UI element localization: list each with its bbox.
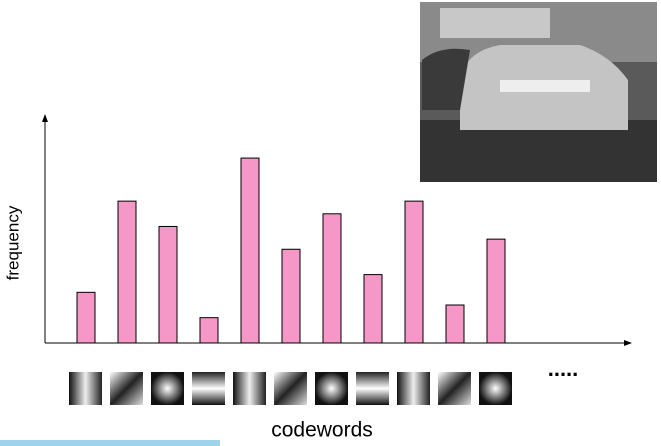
bar <box>486 238 506 344</box>
bar <box>240 157 260 344</box>
bar <box>117 200 137 344</box>
y-axis-label: frequency <box>3 205 22 280</box>
codeword-patch <box>110 372 143 405</box>
codeword-patch <box>479 372 512 405</box>
bottom-strip <box>0 440 220 446</box>
bar <box>76 291 96 344</box>
bar <box>158 225 178 344</box>
ellipsis: ..... <box>548 356 579 381</box>
bar <box>199 317 219 344</box>
codeword-patch <box>356 372 389 405</box>
x-axis-label: codewords <box>271 419 373 442</box>
bar <box>281 248 301 344</box>
codeword-patch <box>69 372 102 405</box>
codeword-patch <box>438 372 471 405</box>
y-arrow <box>42 114 48 122</box>
bar <box>445 304 465 344</box>
codeword-patch <box>315 372 348 405</box>
bar <box>363 274 383 344</box>
bar <box>322 213 342 344</box>
codeword-patch <box>151 372 184 405</box>
codeword-patch <box>192 372 225 405</box>
bar <box>404 200 424 344</box>
codeword-patch <box>397 372 430 405</box>
photo <box>420 2 657 182</box>
codeword-patch <box>233 372 266 405</box>
codeword-patch <box>274 372 307 405</box>
x-arrow <box>624 340 632 346</box>
